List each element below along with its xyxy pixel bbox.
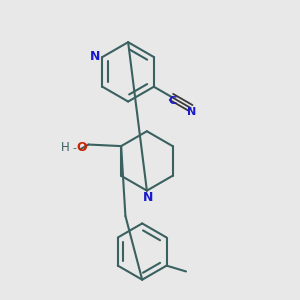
Text: O: O: [77, 142, 87, 154]
Text: N: N: [188, 107, 197, 117]
Text: N: N: [143, 191, 154, 204]
Text: N: N: [90, 50, 101, 63]
Text: H: H: [61, 141, 70, 154]
Text: -: -: [73, 143, 77, 153]
Text: C: C: [168, 96, 176, 106]
